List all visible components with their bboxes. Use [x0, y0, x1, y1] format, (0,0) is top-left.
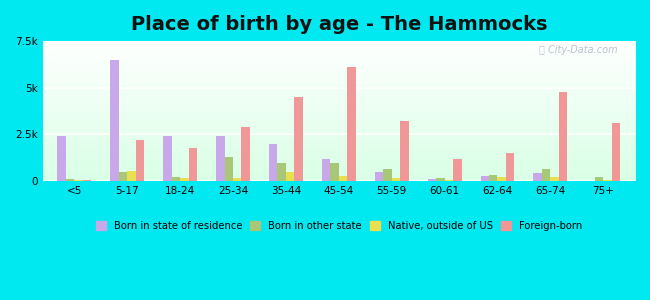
Bar — [127, 171, 136, 181]
Bar — [559, 92, 567, 181]
Bar — [384, 169, 392, 181]
Bar — [278, 163, 286, 181]
Bar — [347, 67, 356, 181]
Bar — [612, 123, 620, 181]
Bar — [216, 136, 224, 181]
Bar — [322, 159, 330, 181]
Bar — [542, 169, 551, 181]
Bar — [163, 136, 172, 181]
Bar — [66, 179, 74, 181]
Bar — [339, 176, 347, 181]
Bar — [551, 177, 559, 181]
Legend: Born in state of residence, Born in other state, Native, outside of US, Foreign-: Born in state of residence, Born in othe… — [92, 217, 586, 235]
Text: ⓘ City-Data.com: ⓘ City-Data.com — [539, 45, 618, 55]
Bar — [603, 180, 612, 181]
Bar — [269, 144, 278, 181]
Bar — [400, 122, 409, 181]
Bar — [136, 140, 144, 181]
Bar — [489, 175, 497, 181]
Bar — [595, 177, 603, 181]
Bar — [286, 172, 294, 181]
Bar — [453, 159, 461, 181]
Bar — [188, 148, 197, 181]
Bar — [497, 176, 506, 181]
Bar — [534, 173, 542, 181]
Bar — [445, 180, 453, 181]
Title: Place of birth by age - The Hammocks: Place of birth by age - The Hammocks — [131, 15, 547, 34]
Bar — [74, 180, 83, 181]
Bar — [392, 178, 400, 181]
Bar — [233, 178, 242, 181]
Bar — [506, 153, 514, 181]
Bar — [57, 136, 66, 181]
Bar — [375, 172, 383, 181]
Bar — [119, 172, 127, 181]
Bar — [83, 180, 91, 181]
Bar — [436, 178, 445, 181]
Bar — [480, 176, 489, 181]
Bar — [224, 157, 233, 181]
Bar — [330, 163, 339, 181]
Bar — [111, 60, 119, 181]
Bar — [180, 178, 188, 181]
Bar — [172, 176, 180, 181]
Bar — [294, 97, 303, 181]
Bar — [428, 179, 436, 181]
Bar — [242, 127, 250, 181]
